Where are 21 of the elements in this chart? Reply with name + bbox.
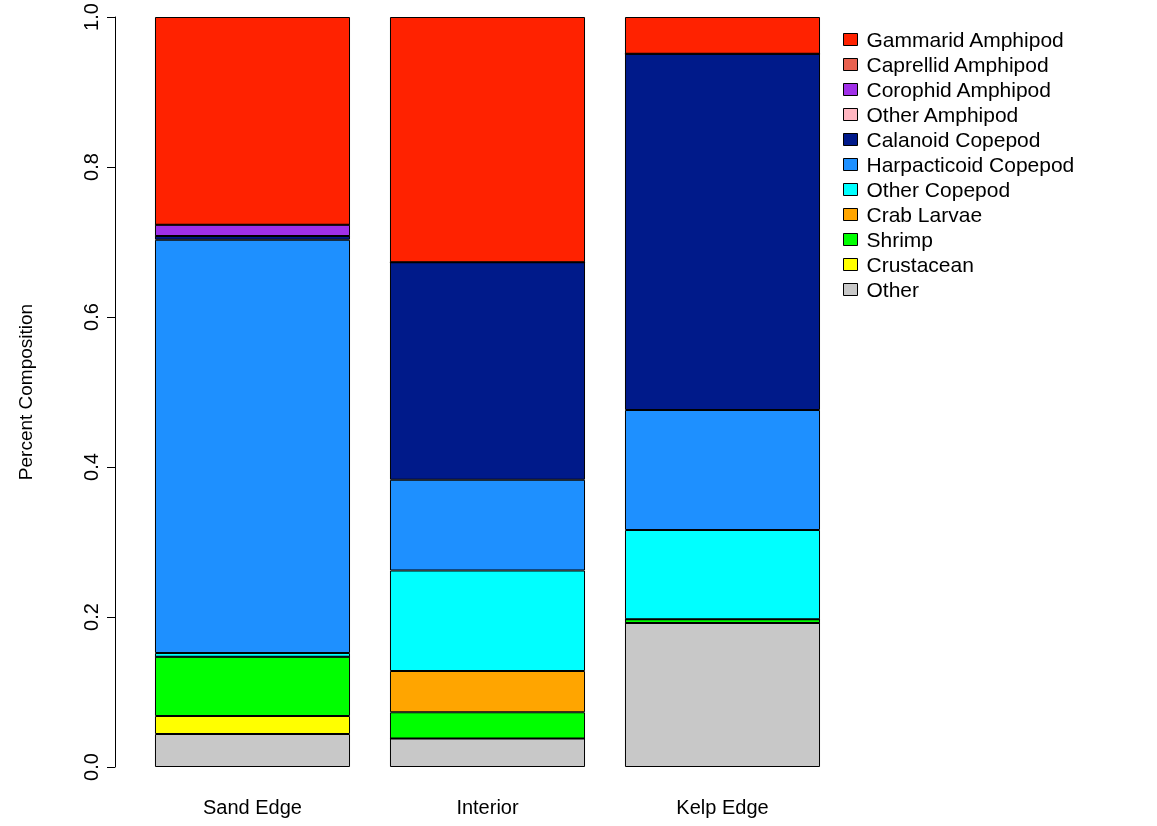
legend-label: Caprellid Amphipod: [866, 53, 1049, 76]
legend-label: Other Copepod: [866, 178, 1011, 201]
legend-label: Shrimp: [866, 228, 934, 251]
legend-label: Gammarid Amphipod: [866, 28, 1064, 51]
y-tick-label: 1.0: [80, 3, 102, 31]
x-tick-label: Kelp Edge: [676, 796, 769, 818]
y-tick-label: 0.4: [80, 453, 102, 481]
x-tick-label: Sand Edge: [203, 796, 302, 818]
y-axis-title: Percent Composition: [15, 303, 36, 481]
legend-label: Other Amphipod: [866, 103, 1019, 126]
legend-label: Calanoid Copepod: [866, 128, 1041, 151]
y-tick-label: 0.0: [80, 753, 102, 781]
legend-label: Crustacean: [866, 253, 974, 276]
y-tick-label: 0.2: [80, 603, 102, 631]
y-tick-label: 0.6: [80, 303, 102, 331]
legend-label: Crab Larvae: [866, 203, 983, 226]
y-tick-label: 0.8: [80, 153, 102, 181]
legend-label: Harpacticoid Copepod: [866, 153, 1075, 176]
legend-label: Corophid Amphipod: [866, 78, 1051, 101]
x-tick-label: Interior: [456, 796, 519, 818]
legend-label: Other: [866, 278, 920, 301]
